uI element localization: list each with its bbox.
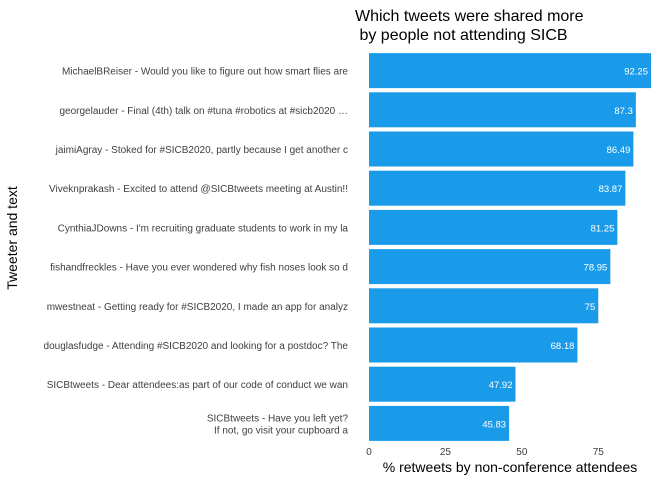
value-labels: 92.25 87.3 86.49 83.87 81.25 78.95 75 68.18 47.9… — [482, 67, 648, 431]
bar — [369, 366, 516, 402]
category-label: fishandfreckles - Have you ever wondered… — [50, 263, 348, 274]
category-label: georgelauder - Final (4th) talk on #tuna… — [59, 106, 348, 117]
bar — [369, 209, 618, 245]
bar — [369, 131, 634, 167]
text-line: SICBtweets - Dear attendees:as part of o… — [47, 380, 348, 391]
x-axis-title-text: % retweets by non-conference attendees — [383, 459, 638, 475]
value-label: 81.25 — [591, 223, 615, 234]
category-label: CynthiaJDowns - I'm recruiting graduate … — [58, 223, 349, 234]
bar — [369, 288, 599, 324]
value-label: 75 — [585, 302, 596, 313]
category-label: SICBtweets - Dear attendees:as part of o… — [47, 380, 348, 391]
text-line: MichaelBReiser - Would you like to figur… — [62, 67, 348, 78]
bar — [369, 327, 578, 363]
bar — [369, 405, 510, 441]
category-label: mwestneat - Getting ready for #SICB2020,… — [47, 302, 348, 313]
category-label: douglasfudge - Attending #SICB2020 and l… — [44, 341, 349, 352]
text-line: CynthiaJDowns - I'm recruiting graduate … — [58, 223, 349, 234]
category-label: Viveknprakash - Excited to attend @SICBt… — [49, 184, 348, 195]
text-line: fishandfreckles - Have you ever wondered… — [50, 263, 348, 274]
bar — [369, 170, 626, 206]
value-label: 68.18 — [551, 341, 575, 352]
x-tick-label: 25 — [440, 447, 452, 458]
bars — [369, 53, 651, 441]
y-axis-title: Tweeter and text — [4, 186, 20, 290]
text-line: jaimiAgray - Stoked for #SICB2020, partl… — [55, 145, 348, 156]
category-label: SICBtweets - Have you left yet? If not, g… — [207, 413, 349, 436]
y-axis-title-text: Tweeter and text — [4, 186, 20, 290]
value-label: 86.49 — [607, 145, 631, 156]
text-line: by people not attending SICB — [355, 27, 568, 44]
text-line: douglasfudge - Attending #SICB2020 and l… — [44, 341, 349, 352]
value-label: 78.95 — [584, 263, 608, 274]
value-label: 45.83 — [482, 419, 506, 430]
x-tick-label: 0 — [366, 447, 372, 458]
value-label: 47.92 — [489, 380, 513, 391]
bar — [369, 249, 611, 285]
x-axis-ticks: 0 25 50 75 — [366, 447, 604, 458]
x-axis-title: % retweets by non-conference attendees — [383, 459, 638, 475]
text-line: If not, go visit your cupboard a — [214, 425, 348, 436]
x-tick-label: 75 — [593, 447, 605, 458]
text-line: Viveknprakash - Excited to attend @SICBt… — [49, 184, 348, 195]
category-labels: MichaelBReiser - Would you like to figur… — [44, 67, 349, 437]
text-line: mwestneat - Getting ready for #SICB2020,… — [47, 302, 348, 313]
text-line: Which tweets were shared more — [355, 8, 584, 25]
x-tick-label: 50 — [516, 447, 528, 458]
value-label: 92.25 — [624, 67, 648, 78]
text-line: georgelauder - Final (4th) talk on #tuna… — [59, 106, 348, 117]
bar — [369, 92, 636, 128]
value-label: 87.3 — [614, 106, 633, 117]
category-label: jaimiAgray - Stoked for #SICB2020, partl… — [55, 145, 348, 156]
chart-title: Which tweets were shared more by people … — [355, 8, 584, 44]
bar — [369, 53, 651, 89]
value-label: 83.87 — [599, 184, 623, 195]
category-label: MichaelBReiser - Would you like to figur… — [62, 67, 348, 78]
title-text: Which tweets were shared more by people … — [355, 8, 584, 44]
text-line: SICBtweets - Have you left yet? — [207, 413, 349, 424]
